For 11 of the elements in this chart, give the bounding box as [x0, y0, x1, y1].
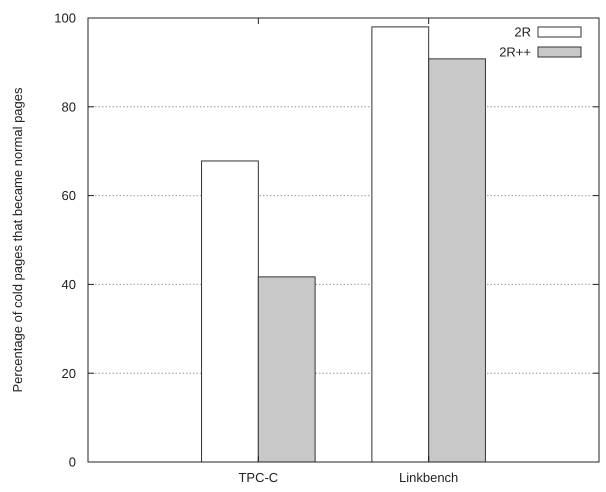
y-tick-label: 0: [68, 454, 76, 470]
y-tick-label: 40: [62, 276, 76, 292]
legend-label: 2R: [514, 24, 531, 40]
x-tick-label: Linkbench: [399, 470, 458, 485]
y-tick-label: 80: [62, 99, 76, 114]
x-tick-label: TPC-C: [238, 470, 278, 485]
y-axis-title: Percentage of cold pages that became normal pages: [10, 87, 25, 392]
legend-label: 2R++: [499, 44, 531, 60]
y-tick-label: 100: [54, 10, 76, 26]
y-tick-label: 20: [62, 366, 76, 381]
y-tick-label: 60: [62, 188, 76, 204]
